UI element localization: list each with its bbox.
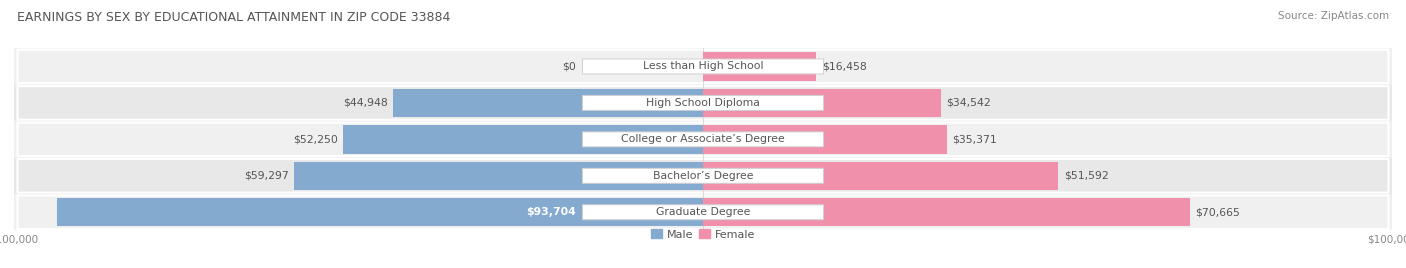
Text: Less than High School: Less than High School <box>643 61 763 72</box>
Bar <box>703 52 817 81</box>
FancyBboxPatch shape <box>17 50 1389 83</box>
Text: $59,297: $59,297 <box>245 171 290 181</box>
Bar <box>58 198 703 226</box>
Text: $93,704: $93,704 <box>526 207 575 217</box>
FancyBboxPatch shape <box>582 132 824 147</box>
Text: $51,592: $51,592 <box>1064 171 1109 181</box>
Bar <box>703 89 941 117</box>
Text: College or Associate’s Degree: College or Associate’s Degree <box>621 134 785 144</box>
Bar <box>703 198 1189 226</box>
Text: $0: $0 <box>561 61 575 72</box>
FancyBboxPatch shape <box>17 122 1389 156</box>
FancyBboxPatch shape <box>17 86 1389 120</box>
FancyBboxPatch shape <box>582 205 824 220</box>
FancyBboxPatch shape <box>17 195 1389 229</box>
FancyBboxPatch shape <box>582 95 824 110</box>
Text: EARNINGS BY SEX BY EDUCATIONAL ATTAINMENT IN ZIP CODE 33884: EARNINGS BY SEX BY EDUCATIONAL ATTAINMEN… <box>17 11 450 24</box>
Bar <box>703 162 1059 190</box>
Text: $44,948: $44,948 <box>343 98 388 108</box>
FancyBboxPatch shape <box>17 159 1389 193</box>
Bar <box>343 125 703 154</box>
Text: $52,250: $52,250 <box>292 134 337 144</box>
Bar <box>14 194 1392 230</box>
Text: $70,665: $70,665 <box>1195 207 1240 217</box>
Bar <box>294 162 703 190</box>
Bar <box>14 158 1392 194</box>
Bar <box>14 121 1392 158</box>
Legend: Male, Female: Male, Female <box>651 229 755 240</box>
Bar <box>394 89 703 117</box>
Text: Graduate Degree: Graduate Degree <box>655 207 751 217</box>
Text: Source: ZipAtlas.com: Source: ZipAtlas.com <box>1278 11 1389 21</box>
Bar <box>703 125 946 154</box>
Text: $16,458: $16,458 <box>823 61 866 72</box>
Bar <box>14 85 1392 121</box>
Text: $34,542: $34,542 <box>946 98 991 108</box>
FancyBboxPatch shape <box>582 168 824 183</box>
FancyBboxPatch shape <box>582 59 824 74</box>
Text: $35,371: $35,371 <box>952 134 997 144</box>
Text: High School Diploma: High School Diploma <box>647 98 759 108</box>
Bar <box>14 48 1392 85</box>
Text: Bachelor’s Degree: Bachelor’s Degree <box>652 171 754 181</box>
